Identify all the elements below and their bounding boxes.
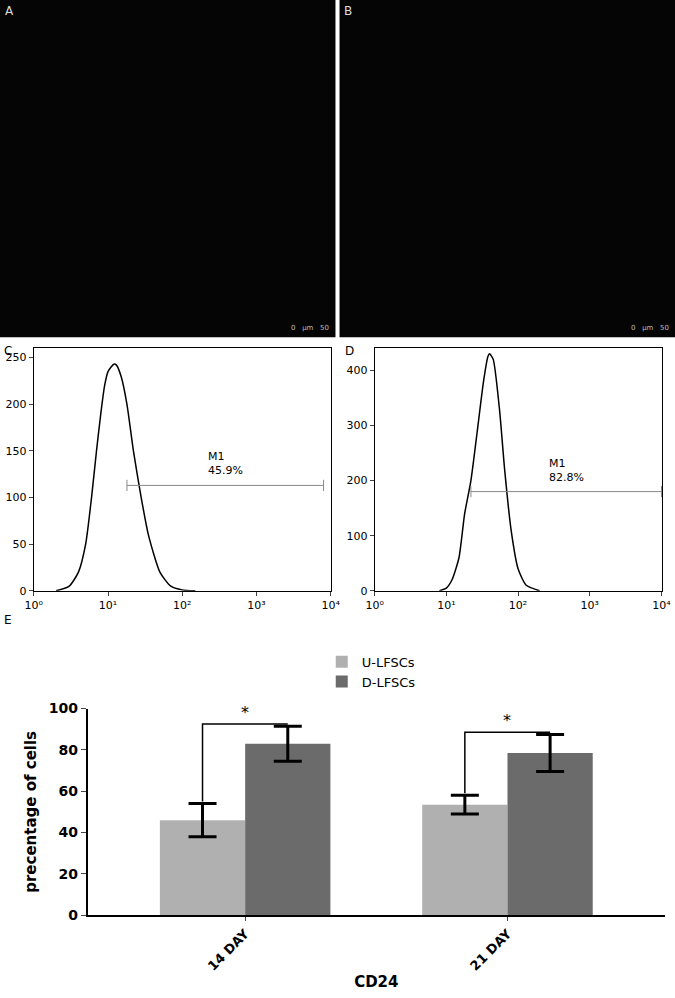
svg-text:60: 60 [58, 783, 78, 799]
svg-text:0 μm 50: 0 μm 50 [291, 324, 329, 332]
svg-text:D-LFSCs: D-LFSCs [362, 675, 416, 690]
svg-text:D: D [345, 344, 354, 358]
svg-text:B: B [344, 4, 352, 18]
svg-text:0: 0 [360, 585, 367, 598]
svg-text:300: 300 [346, 419, 367, 432]
svg-text:100: 100 [49, 700, 78, 716]
svg-text:40: 40 [58, 824, 78, 840]
svg-text:400: 400 [346, 364, 367, 377]
svg-text:10⁰: 10⁰ [365, 599, 384, 612]
svg-text:0: 0 [20, 585, 27, 598]
svg-text:*: * [241, 703, 249, 722]
svg-text:10⁰: 10⁰ [25, 599, 44, 612]
svg-text:0: 0 [68, 907, 78, 923]
svg-text:10³: 10³ [581, 599, 599, 612]
svg-text:10³: 10³ [247, 599, 265, 612]
svg-text:M182.8%: M182.8% [549, 457, 584, 484]
svg-text:200: 200 [6, 398, 27, 411]
svg-text:100: 100 [346, 530, 367, 543]
svg-text:CD24: CD24 [354, 973, 398, 991]
svg-text:10²: 10² [173, 599, 191, 612]
svg-text:A: A [5, 4, 14, 18]
svg-text:10¹: 10¹ [99, 599, 117, 612]
svg-text:0 μm 50: 0 μm 50 [631, 324, 669, 332]
svg-text:M145.9%: M145.9% [208, 450, 243, 477]
svg-text:C: C [4, 344, 12, 358]
svg-text:E: E [4, 613, 12, 627]
svg-text:250: 250 [6, 351, 27, 364]
svg-text:10⁴: 10⁴ [652, 599, 671, 612]
svg-text:U-LFSCs: U-LFSCs [362, 655, 415, 670]
svg-text:20: 20 [58, 866, 78, 882]
svg-text:10¹: 10¹ [437, 599, 455, 612]
svg-text:*: * [503, 711, 511, 730]
svg-text:14 DAY: 14 DAY [205, 926, 253, 974]
svg-text:50: 50 [13, 538, 27, 551]
svg-text:10⁴: 10⁴ [322, 599, 341, 612]
svg-text:200: 200 [346, 474, 367, 487]
svg-text:precentage of cells: precentage of cells [22, 731, 40, 893]
svg-text:150: 150 [6, 445, 27, 458]
svg-text:100: 100 [6, 491, 27, 504]
svg-text:80: 80 [58, 742, 78, 758]
svg-text:21 DAY: 21 DAY [467, 926, 515, 974]
svg-text:10²: 10² [509, 599, 527, 612]
